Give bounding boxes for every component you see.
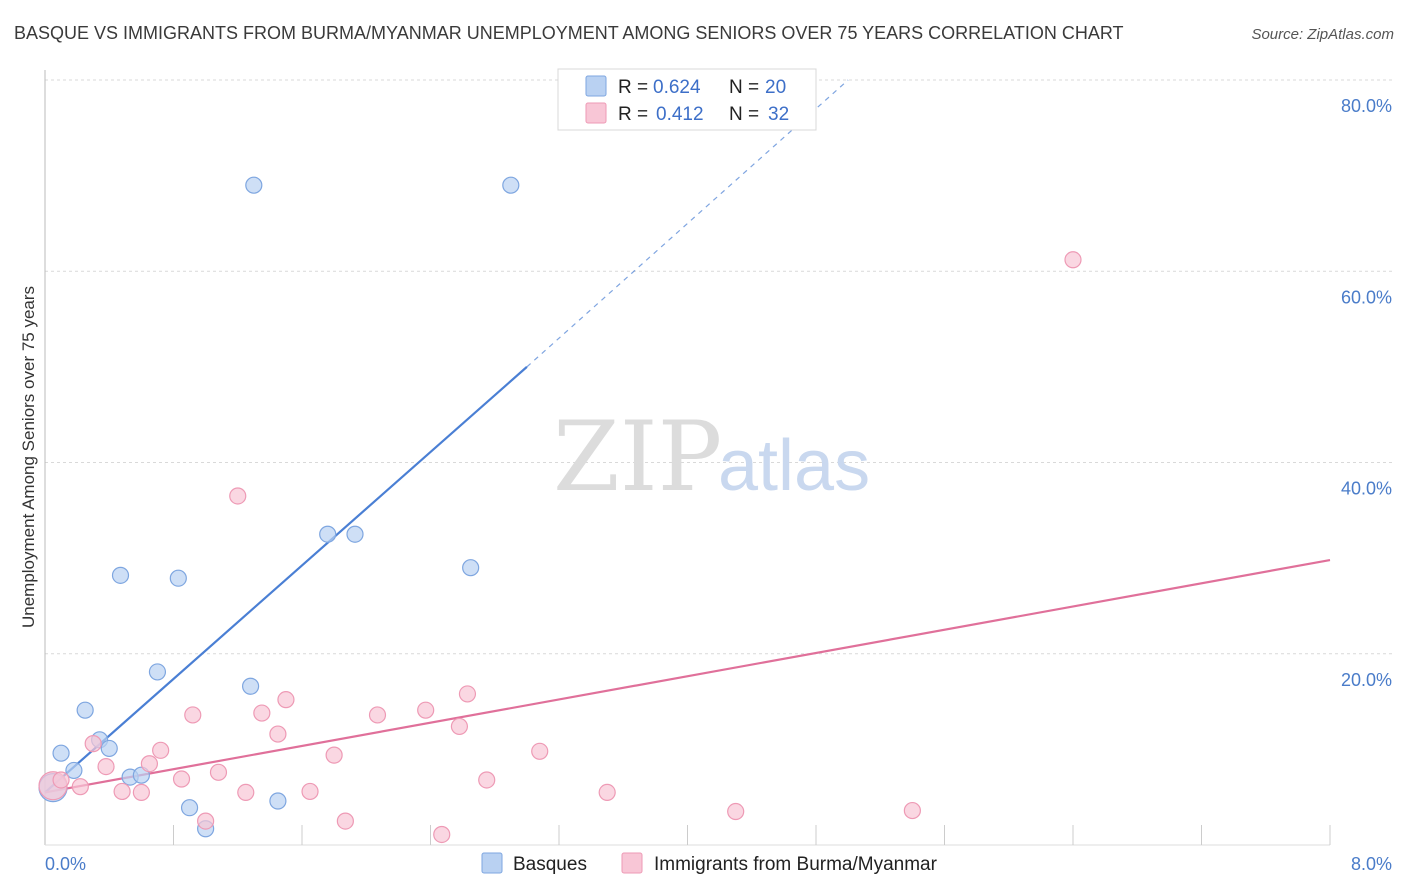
data-point bbox=[301, 782, 319, 801]
bottom-legend-label-burma: Immigrants from Burma/Myanmar bbox=[654, 854, 938, 875]
data-point bbox=[152, 741, 170, 759]
data-point bbox=[140, 755, 159, 773]
legend-n-value-burma: 32 bbox=[768, 104, 789, 125]
bottom-legend: Basques Immigrants from Burma/Myanmar bbox=[481, 852, 938, 875]
source-label: Source: ZipAtlas.com bbox=[1251, 26, 1394, 43]
data-point bbox=[76, 701, 94, 719]
legend-r-label-burma: R = bbox=[618, 104, 648, 125]
data-point bbox=[531, 742, 549, 760]
data-point bbox=[84, 735, 102, 753]
trend-lines bbox=[44, 79, 1331, 794]
y-axis-label: Unemployment Among Seniors over 75 years bbox=[19, 286, 38, 628]
y-tick-label: 80.0% bbox=[1341, 96, 1392, 116]
data-point bbox=[325, 746, 343, 764]
data-point bbox=[450, 717, 469, 736]
x-tick-marks bbox=[173, 825, 1331, 845]
trend-line-extension-0 bbox=[526, 79, 849, 368]
data-point bbox=[319, 525, 337, 543]
data-point bbox=[269, 725, 287, 743]
data-point bbox=[100, 739, 118, 758]
data-point bbox=[253, 704, 271, 722]
data-point bbox=[169, 569, 187, 587]
data-point bbox=[111, 566, 130, 584]
data-point bbox=[433, 825, 451, 844]
data-point bbox=[180, 799, 199, 817]
watermark: ZIP atlas bbox=[553, 401, 870, 513]
legend-r-label-basques: R = bbox=[618, 77, 648, 98]
legend-n-label-burma: N = bbox=[729, 104, 759, 125]
data-point bbox=[229, 487, 247, 505]
x-tick-label-min: 0.0% bbox=[45, 854, 86, 874]
data-point bbox=[462, 559, 480, 577]
data-point bbox=[727, 802, 745, 821]
data-point bbox=[237, 783, 255, 802]
data-point bbox=[417, 701, 435, 719]
data-point bbox=[478, 771, 496, 789]
chart-title: BASQUE VS IMMIGRANTS FROM BURMA/MYANMAR … bbox=[14, 23, 1124, 43]
data-point bbox=[368, 706, 387, 724]
data-point bbox=[52, 771, 70, 789]
data-point bbox=[97, 757, 115, 776]
data-point bbox=[209, 763, 228, 781]
trend-line-1 bbox=[44, 558, 1331, 794]
bottom-legend-swatch-basques bbox=[481, 852, 503, 874]
data-point bbox=[148, 663, 167, 681]
legend-r-value-burma: 0.412 bbox=[656, 104, 704, 125]
data-point bbox=[197, 812, 215, 830]
data-point bbox=[458, 685, 477, 703]
legend-n-label-basques: N = bbox=[729, 77, 759, 98]
data-point bbox=[903, 801, 921, 820]
x-tick-label-max: 8.0% bbox=[1351, 854, 1392, 874]
data-point bbox=[277, 691, 295, 709]
data-point bbox=[242, 677, 260, 695]
legend-swatch-burma bbox=[585, 102, 607, 124]
data-point bbox=[269, 792, 287, 810]
trend-line-0 bbox=[44, 366, 528, 794]
y-tick-label: 60.0% bbox=[1341, 287, 1392, 307]
data-point bbox=[52, 744, 70, 762]
grid bbox=[45, 79, 1392, 655]
data-point bbox=[1064, 251, 1082, 269]
data-points bbox=[38, 176, 1082, 844]
data-point bbox=[598, 783, 616, 802]
legend-swatch-basques bbox=[585, 75, 607, 97]
data-point bbox=[113, 782, 131, 801]
y-tick-label: 40.0% bbox=[1341, 479, 1392, 499]
legend-n-value-basques: 20 bbox=[765, 77, 786, 98]
data-point bbox=[71, 778, 89, 796]
data-point bbox=[502, 176, 520, 194]
y-tick-label: 20.0% bbox=[1341, 670, 1392, 690]
data-point bbox=[245, 176, 263, 194]
legend: R = 0.624 N = 20 R = 0.412 N = 32 bbox=[557, 68, 817, 131]
bottom-legend-label-basques: Basques bbox=[513, 854, 587, 875]
watermark-zip: ZIP bbox=[553, 401, 722, 513]
data-point bbox=[184, 706, 202, 724]
data-point bbox=[65, 761, 83, 780]
data-point bbox=[346, 525, 364, 543]
y-tick-labels: 20.0% 40.0% 60.0% 80.0% bbox=[1341, 96, 1392, 690]
watermark-atlas: atlas bbox=[718, 426, 870, 506]
data-point bbox=[336, 812, 354, 830]
data-point bbox=[132, 783, 150, 802]
bottom-legend-swatch-burma bbox=[621, 852, 643, 874]
data-point bbox=[172, 770, 191, 788]
legend-r-value-basques: 0.624 bbox=[653, 77, 701, 98]
